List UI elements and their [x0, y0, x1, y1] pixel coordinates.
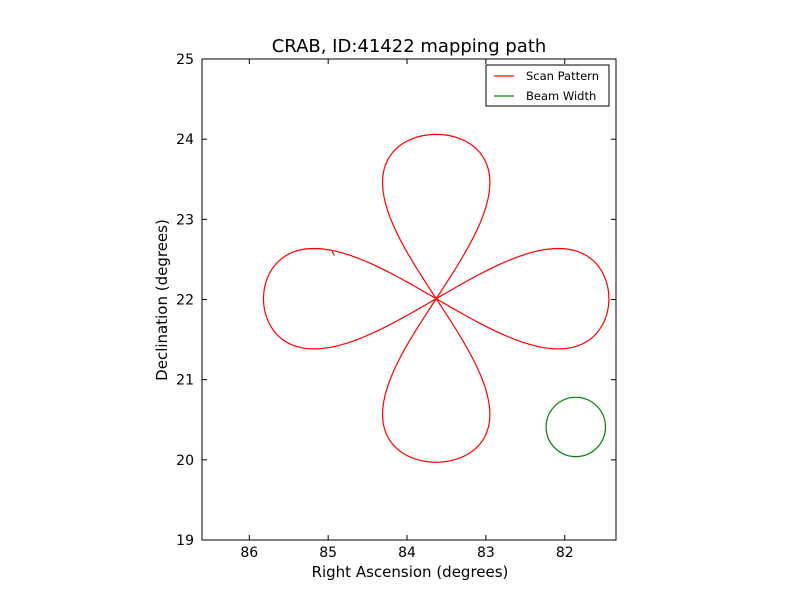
y-tick-label: 24	[176, 132, 194, 148]
plot-frame	[201, 58, 617, 541]
legend-frame	[485, 64, 610, 107]
x-tick-label: 85	[319, 545, 337, 561]
y-tick-label: 19	[176, 533, 194, 549]
beam-width-circle	[545, 396, 607, 458]
plot-area	[202, 59, 616, 540]
y-tick-label: 20	[176, 453, 194, 469]
chart-title: CRAB, ID:41422 mapping path	[272, 36, 547, 57]
y-tick-label: 21	[176, 373, 194, 389]
x-tick-label: 86	[240, 545, 258, 561]
legend: Scan Pattern Beam Width	[485, 64, 610, 107]
chart-marks	[262, 133, 610, 463]
x-tick-label: 83	[477, 545, 495, 561]
axis-ticks: 86 85 84 83 82 19 20 21 22 23 24 25	[176, 52, 616, 561]
scan-pattern-line	[262, 133, 610, 463]
legend-label-beam-width: Beam Width	[526, 89, 596, 103]
y-tick-label: 25	[176, 52, 194, 68]
x-tick-label: 82	[556, 545, 574, 561]
x-tick-label: 84	[398, 545, 416, 561]
y-axis-title: Declination (degrees)	[153, 219, 171, 381]
y-tick-label: 23	[176, 212, 194, 228]
y-tick-label: 22	[176, 293, 194, 309]
legend-label-scan-pattern: Scan Pattern	[526, 69, 599, 83]
x-axis-title: Right Ascension (degrees)	[312, 563, 509, 581]
